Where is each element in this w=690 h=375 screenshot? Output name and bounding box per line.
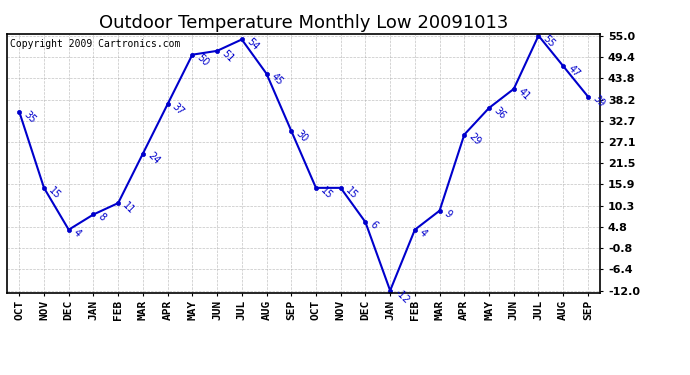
- Text: 15: 15: [47, 185, 63, 201]
- Text: 30: 30: [294, 128, 310, 144]
- Text: 4: 4: [417, 227, 429, 238]
- Text: 47: 47: [566, 63, 582, 79]
- Text: 51: 51: [220, 48, 236, 64]
- Text: 41: 41: [517, 86, 532, 102]
- Text: 29: 29: [467, 132, 483, 148]
- Text: 36: 36: [492, 105, 508, 121]
- Text: 45: 45: [269, 71, 285, 87]
- Text: 37: 37: [170, 101, 186, 117]
- Text: 39: 39: [591, 94, 607, 110]
- Text: 4: 4: [72, 227, 83, 238]
- Text: 24: 24: [146, 151, 161, 166]
- Text: 6: 6: [368, 219, 380, 231]
- Text: -12: -12: [393, 288, 411, 306]
- Text: 8: 8: [96, 212, 108, 223]
- Text: 54: 54: [244, 37, 260, 52]
- Title: Outdoor Temperature Monthly Low 20091013: Outdoor Temperature Monthly Low 20091013: [99, 14, 509, 32]
- Text: Copyright 2009 Cartronics.com: Copyright 2009 Cartronics.com: [10, 39, 180, 49]
- Text: 9: 9: [442, 208, 454, 219]
- Text: 35: 35: [22, 109, 38, 125]
- Text: 15: 15: [344, 185, 359, 201]
- Text: 11: 11: [121, 200, 137, 216]
- Text: 50: 50: [195, 52, 211, 68]
- Text: 55: 55: [541, 33, 558, 49]
- Text: 15: 15: [319, 185, 335, 201]
